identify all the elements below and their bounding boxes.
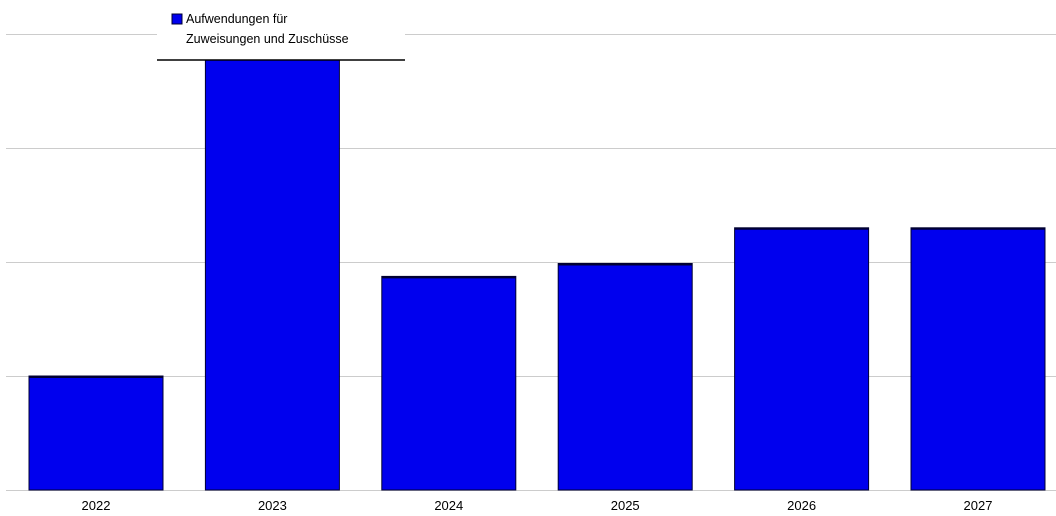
x-tick-label-2024: 2024 [434, 498, 463, 513]
bar-2024 [381, 275, 517, 491]
legend: Aufwendungen für Zuweisungen und Zuschüs… [157, 8, 405, 61]
legend-swatch [171, 13, 183, 25]
x-tick-label-2026: 2026 [787, 498, 816, 513]
x-axis-tick-labels: 2022 2023 2024 2025 2026 2027 [82, 498, 993, 513]
legend-background [157, 8, 405, 60]
bar-2025 [557, 263, 693, 491]
legend-label-line-2: Zuweisungen und Zuschüsse [186, 32, 349, 46]
bar-2022 [28, 375, 164, 491]
bar-2027 [910, 227, 1046, 491]
x-tick-label-2027: 2027 [964, 498, 993, 513]
bar-2023 [204, 56, 340, 491]
x-tick-label-2022: 2022 [82, 498, 111, 513]
bars [28, 56, 1046, 491]
legend-label-line-1: Aufwendungen für [186, 12, 287, 26]
x-tick-label-2025: 2025 [611, 498, 640, 513]
bar-2026 [734, 227, 870, 491]
x-tick-label-2023: 2023 [258, 498, 287, 513]
